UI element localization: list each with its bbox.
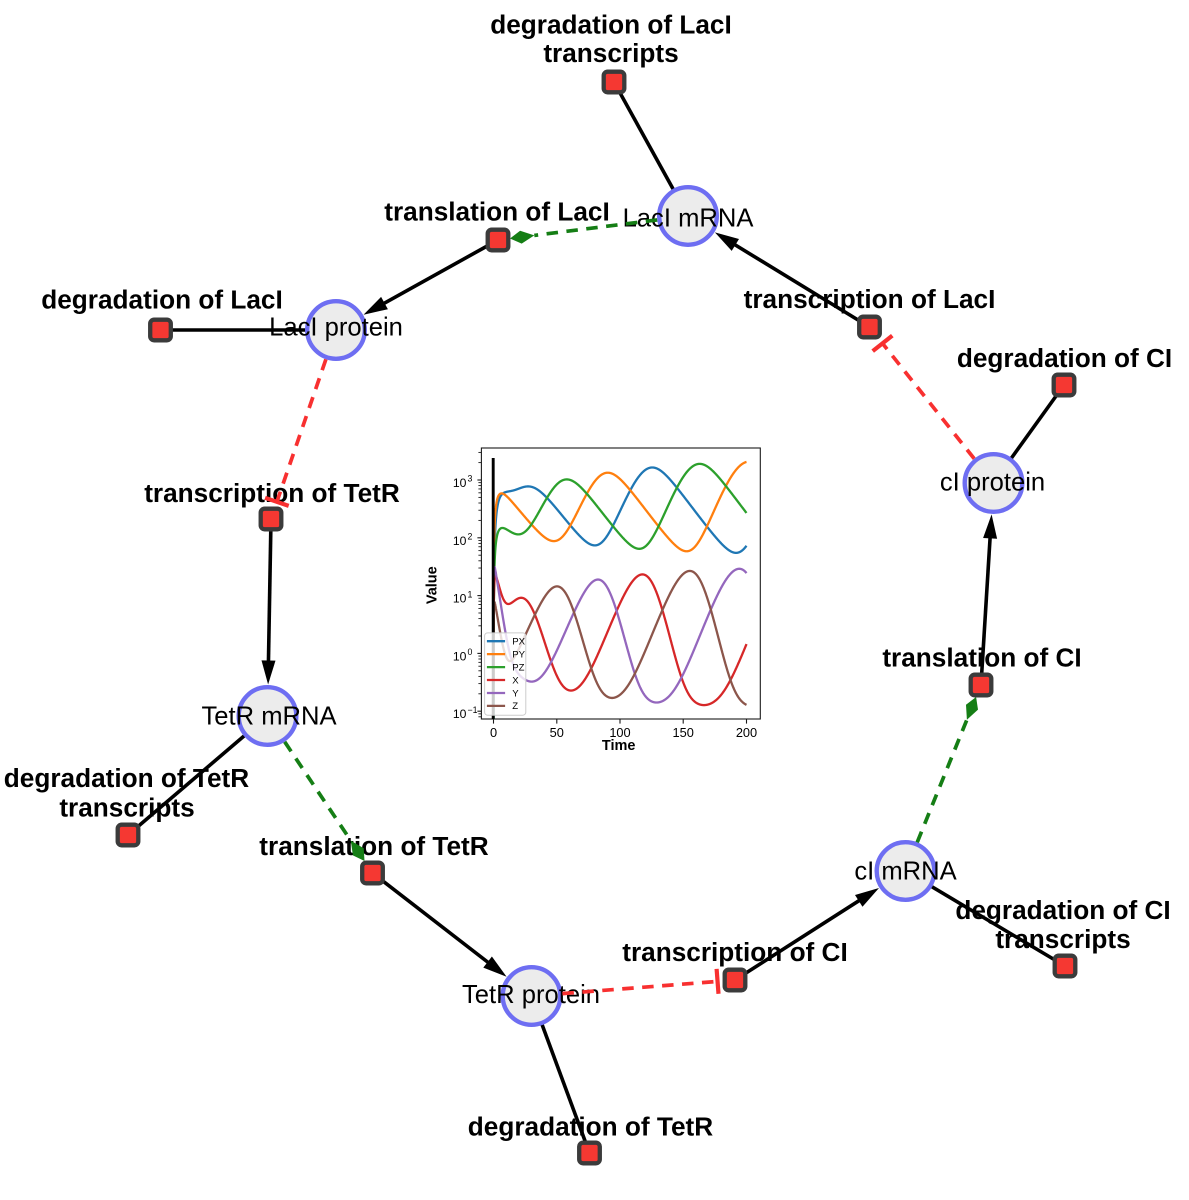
svg-text:100: 100 <box>609 725 630 740</box>
svg-text:0: 0 <box>468 647 473 657</box>
svg-text:10: 10 <box>453 707 467 721</box>
svg-text:degradation of LacI: degradation of LacI <box>41 285 283 315</box>
svg-text:PZ: PZ <box>512 662 524 673</box>
svg-text:PX: PX <box>512 637 525 648</box>
svg-text:−1: −1 <box>468 705 478 715</box>
svg-text:degradation of CI: degradation of CI <box>957 343 1172 373</box>
svg-text:degradation of LacI: degradation of LacI <box>490 9 732 39</box>
svg-text:1: 1 <box>468 589 473 599</box>
svg-text:10: 10 <box>453 649 467 663</box>
svg-text:150: 150 <box>673 725 694 740</box>
svg-text:50: 50 <box>550 725 564 740</box>
svg-text:transcripts: transcripts <box>995 924 1130 954</box>
svg-text:transcripts: transcripts <box>59 792 194 822</box>
svg-text:transcription of CI: transcription of CI <box>622 937 848 967</box>
svg-text:LacI protein: LacI protein <box>269 314 403 342</box>
svg-text:transcription of LacI: transcription of LacI <box>744 284 996 314</box>
svg-text:10: 10 <box>453 592 467 606</box>
svg-text:Value: Value <box>424 566 440 604</box>
svg-text:X: X <box>512 675 519 686</box>
svg-text:degradation of TetR: degradation of TetR <box>4 763 249 793</box>
svg-text:translation of CI: translation of CI <box>882 643 1081 673</box>
svg-text:cI protein: cI protein <box>940 469 1045 497</box>
svg-text:Y: Y <box>512 688 519 699</box>
svg-text:transcription of TetR: transcription of TetR <box>144 478 400 508</box>
svg-text:Z: Z <box>512 701 518 712</box>
svg-text:0: 0 <box>490 725 497 740</box>
svg-text:transcripts: transcripts <box>543 38 678 68</box>
svg-text:Time: Time <box>602 738 636 754</box>
svg-text:TetR protein: TetR protein <box>462 981 600 1009</box>
svg-text:3: 3 <box>468 474 473 484</box>
svg-text:translation of LacI: translation of LacI <box>384 197 610 227</box>
svg-text:2: 2 <box>468 532 473 542</box>
svg-text:TetR mRNA: TetR mRNA <box>201 703 337 731</box>
svg-text:degradation of TetR: degradation of TetR <box>468 1111 713 1141</box>
svg-text:10: 10 <box>453 476 467 490</box>
svg-text:PY: PY <box>512 649 525 660</box>
svg-text:10: 10 <box>453 534 467 548</box>
svg-text:degradation of CI: degradation of CI <box>955 895 1170 925</box>
svg-text:cI mRNA: cI mRNA <box>854 858 957 886</box>
svg-text:200: 200 <box>736 725 757 740</box>
svg-text:LacI mRNA: LacI mRNA <box>623 204 755 232</box>
svg-text:translation of TetR: translation of TetR <box>259 831 488 861</box>
